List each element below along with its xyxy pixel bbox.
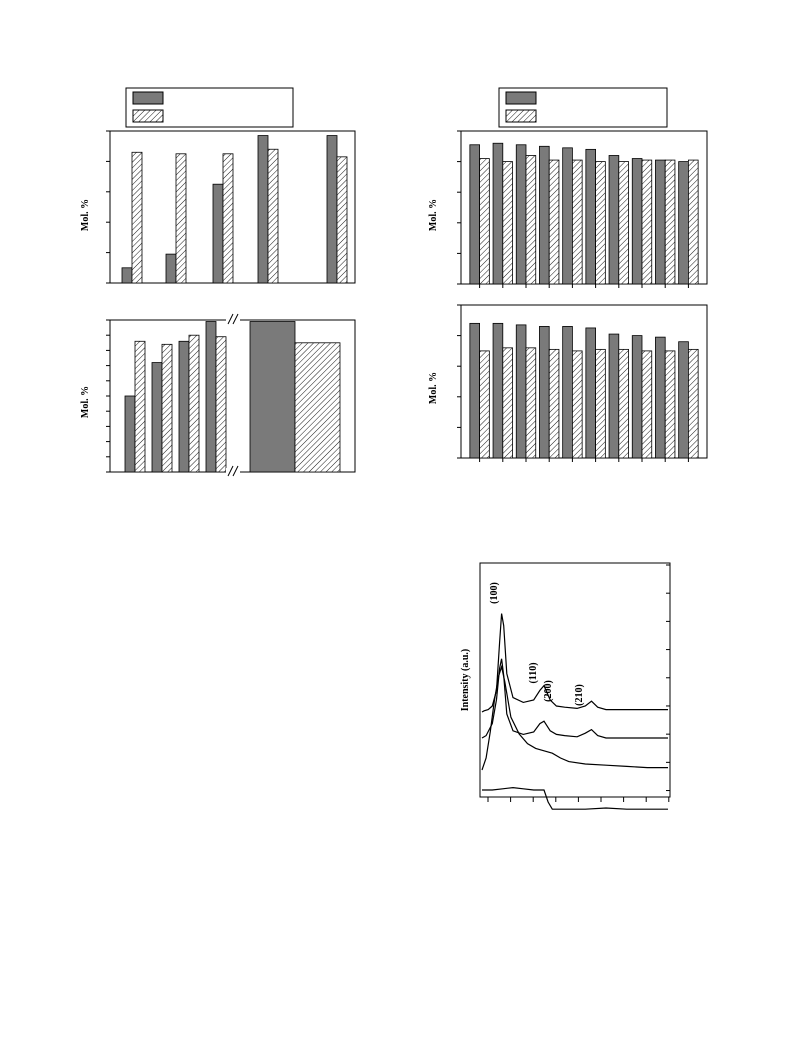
bar-hatch-top-left-2 [175, 153, 187, 284]
bar-solid-middle-right-7 [608, 333, 620, 459]
chart-xrd: Intensity (a.u.) (100) (110) (200) (210) [460, 562, 671, 810]
bar-hatch-top-left-1 [131, 151, 143, 284]
bar-hatch-top-right-6 [595, 161, 606, 285]
legend-swatch-solid [505, 91, 537, 105]
bar-hatch-middle-right-9 [664, 350, 676, 459]
bar-hatch-top-left-5 [336, 156, 348, 284]
peak-label-210: (210) [574, 684, 585, 706]
bar-hatch-middle-right-1 [479, 350, 490, 459]
bar-solid-top-left-1 [121, 267, 133, 284]
bar-solid-middle-right-1 [469, 322, 480, 459]
bar-solid-middle-right-4 [539, 326, 550, 459]
bar-solid-bottom-left-4 [205, 321, 217, 473]
bar-hatch-middle-right-4 [548, 348, 560, 459]
legend-box-top-right [498, 87, 668, 128]
plot-frame-middle-right [460, 304, 708, 459]
bar-solid-top-right-4 [539, 145, 550, 285]
legend-swatch-solid [132, 91, 164, 105]
bar-solid-top-right-5 [562, 147, 573, 285]
yticks-bottom-left [106, 319, 110, 473]
bar-solid-middle-right-5 [562, 326, 573, 459]
bar-solid-top-right-1 [469, 144, 480, 285]
xrd-trace-4 [482, 786, 668, 810]
xrd-traces [481, 613, 668, 810]
bar-solid-top-right-10 [678, 161, 689, 285]
legend-swatch-hatch [132, 109, 164, 123]
bar-solid-top-left-5 [326, 135, 338, 284]
bar-solid-bottom-left-2 [151, 362, 163, 473]
bar-hatch-middle-right-5 [572, 350, 583, 459]
bar-solid-bottom-left-5 [249, 321, 296, 473]
bar-hatch-top-right-7 [618, 161, 629, 285]
chart-bottom-left: Mol. % [80, 313, 356, 477]
bar-hatch-top-right-8 [641, 159, 653, 285]
bar-hatch-top-right-10 [688, 159, 699, 285]
bar-hatch-top-right-1 [479, 158, 490, 285]
chart-middle-right: Mol. % [428, 304, 708, 462]
bar-hatch-bottom-left-3 [188, 334, 200, 473]
bar-hatch-top-right-9 [664, 159, 676, 285]
legend-box-top-left [125, 87, 294, 128]
ylabel-bottom-left: Mol. % [80, 386, 91, 418]
bar-solid-middle-right-3 [515, 324, 527, 459]
bar-solid-top-right-7 [608, 155, 620, 285]
bar-hatch-bottom-left-4 [215, 336, 227, 473]
peak-label-100: (100) [489, 582, 500, 604]
ticks-xrd [487, 564, 670, 802]
bar-solid-bottom-left-1 [124, 395, 136, 473]
ylabel-xrd: Intensity (a.u.) [460, 649, 471, 712]
bar-hatch-bottom-left-5 [294, 342, 341, 473]
bar-solid-top-left-4 [257, 135, 269, 284]
bar-solid-top-right-8 [631, 158, 643, 285]
axis-break-bottom [226, 465, 240, 477]
bar-hatch-top-left-4 [267, 148, 279, 284]
bar-hatch-middle-right-2 [502, 347, 513, 459]
bar-solid-top-right-9 [655, 159, 666, 285]
bar-hatch-middle-right-8 [641, 350, 653, 459]
bars-middle-right [469, 322, 699, 459]
bar-hatch-middle-right-3 [525, 347, 537, 459]
bar-solid-top-right-2 [492, 142, 504, 285]
bar-solid-middle-right-10 [678, 341, 689, 459]
bar-solid-top-right-6 [585, 148, 597, 285]
bar-solid-top-left-3 [212, 183, 224, 284]
bars-bottom-left [124, 321, 341, 473]
bar-solid-middle-right-2 [492, 322, 504, 459]
ylabel-middle-right: Mol. % [428, 372, 439, 404]
bar-hatch-middle-right-6 [595, 348, 606, 459]
bar-hatch-top-right-2 [502, 161, 513, 285]
xrd-trace-3 [481, 664, 668, 771]
bar-hatch-bottom-left-1 [134, 340, 146, 473]
bar-solid-middle-right-9 [655, 336, 666, 459]
chart-top-left: Mol. % [80, 87, 356, 284]
bars-top-left [121, 135, 348, 284]
bar-hatch-bottom-left-2 [161, 343, 173, 473]
peak-label-110: (110) [528, 662, 539, 683]
bar-hatch-top-right-3 [525, 155, 537, 285]
bar-solid-bottom-left-3 [178, 340, 190, 473]
bar-hatch-top-right-4 [548, 159, 560, 285]
plot-frame-top-right [460, 130, 708, 285]
ylabel-top-right: Mol. % [428, 199, 439, 231]
bar-solid-top-right-3 [515, 144, 527, 285]
chart-top-right: Mol. % [428, 87, 708, 288]
bar-hatch-middle-right-7 [618, 348, 629, 459]
legend-swatch-hatch [505, 109, 537, 123]
bar-solid-top-left-2 [165, 253, 177, 284]
yticks-middle-right [457, 304, 689, 462]
bar-hatch-top-left-3 [222, 153, 234, 284]
ylabel-top-left: Mol. % [80, 199, 91, 231]
bars-top-right [469, 142, 699, 285]
bar-solid-middle-right-8 [631, 335, 643, 459]
axis-break-top [226, 313, 240, 325]
yticks-top-right [457, 130, 689, 288]
peak-label-200: (200) [543, 680, 554, 702]
yticks-top-left [106, 130, 110, 284]
bar-hatch-middle-right-10 [688, 348, 699, 459]
bar-hatch-top-right-5 [572, 159, 583, 285]
plot-frame-xrd [479, 562, 671, 798]
bar-solid-middle-right-6 [585, 327, 597, 459]
